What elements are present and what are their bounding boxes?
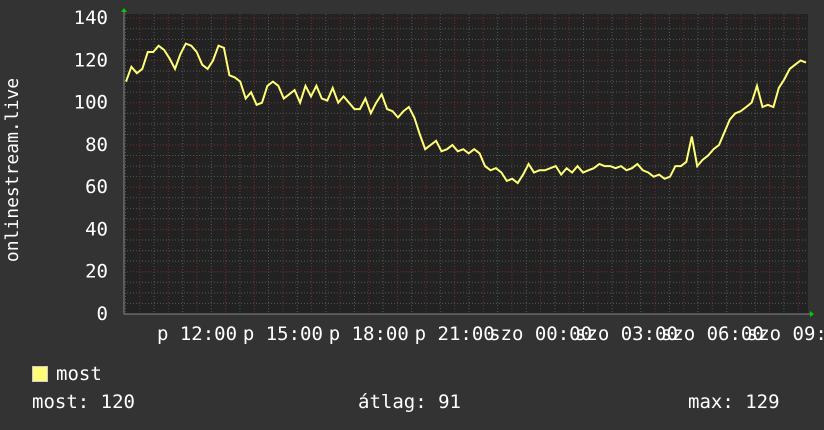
x-tick-label: p 18:00 bbox=[329, 323, 409, 345]
x-tick-label: p 12:00 bbox=[157, 323, 237, 345]
x-tick-label: szo 06:00 bbox=[661, 323, 764, 345]
legend: most bbox=[32, 363, 102, 385]
legend-swatch bbox=[32, 366, 48, 382]
plot-area bbox=[124, 14, 808, 314]
x-tick-label: szo 00:00 bbox=[489, 323, 592, 345]
x-axis-arrow-icon bbox=[810, 311, 814, 317]
y-tick-label: 60 bbox=[85, 176, 108, 198]
y-tick-label: 100 bbox=[74, 92, 108, 114]
y-tick-label: 80 bbox=[85, 134, 108, 156]
y-axis-label: onlinestream.live bbox=[2, 77, 23, 263]
x-tick-label: p 21:00 bbox=[415, 323, 495, 345]
y-tick-label: 140 bbox=[74, 7, 108, 29]
x-tick-label: szo 09:00 bbox=[747, 323, 824, 345]
y-tick-label: 0 bbox=[97, 303, 108, 325]
x-tick-label: p 15:00 bbox=[243, 323, 323, 345]
stat-average: átlag: 91 bbox=[358, 391, 461, 413]
stat-current: most: 120 bbox=[32, 391, 135, 413]
chart: 0 20 40 60 80 100 120 140 p 12:00 p 15:00 p 18:00 p… bbox=[74, 7, 824, 345]
stat-max: max: 129 bbox=[688, 391, 780, 413]
legend-label: most bbox=[56, 363, 102, 385]
x-tick-label: szo 03:00 bbox=[575, 323, 678, 345]
y-tick-label: 120 bbox=[74, 49, 108, 71]
y-tick-label: 20 bbox=[85, 261, 108, 283]
y-tick-label: 40 bbox=[85, 218, 108, 240]
y-axis-arrow-icon bbox=[121, 8, 127, 12]
series-line-most bbox=[125, 42, 807, 185]
